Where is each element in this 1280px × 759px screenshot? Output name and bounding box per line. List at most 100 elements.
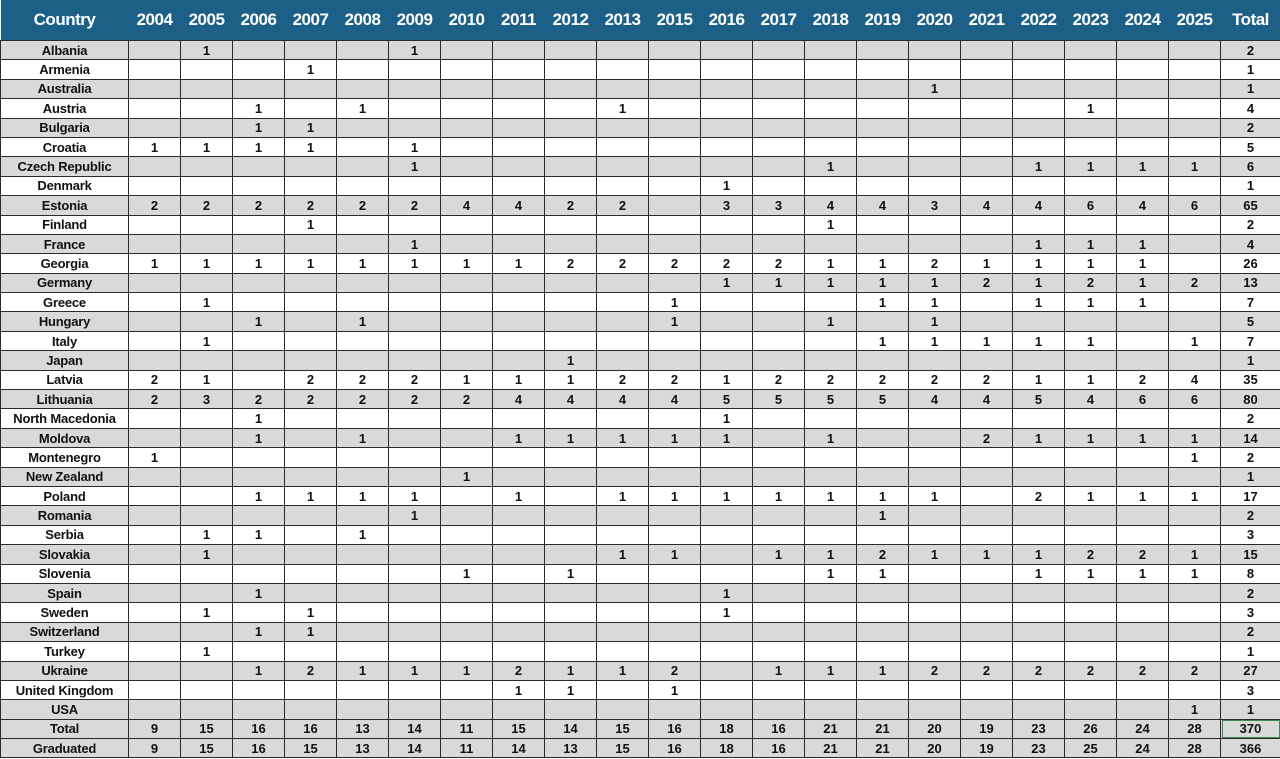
value-cell[interactable]: [908, 427, 961, 449]
value-cell[interactable]: 1: [804, 214, 857, 235]
value-cell[interactable]: [960, 466, 1013, 487]
value-cell[interactable]: 1: [544, 350, 597, 371]
value-cell[interactable]: [544, 485, 597, 507]
value-cell[interactable]: [232, 699, 285, 720]
value-cell[interactable]: [440, 621, 493, 643]
value-cell[interactable]: 5: [856, 389, 909, 410]
value-cell[interactable]: [180, 660, 233, 681]
value-cell[interactable]: [1168, 253, 1221, 274]
row-total-cell[interactable]: 4: [1220, 98, 1280, 119]
value-cell[interactable]: [596, 466, 649, 487]
value-cell[interactable]: [284, 641, 337, 662]
value-cell[interactable]: [128, 524, 181, 546]
value-cell[interactable]: [128, 485, 181, 507]
value-cell[interactable]: [752, 292, 805, 313]
value-cell[interactable]: [336, 544, 389, 565]
value-cell[interactable]: [1064, 350, 1117, 371]
value-cell[interactable]: [544, 117, 597, 138]
value-cell[interactable]: [128, 214, 181, 235]
value-cell[interactable]: 1: [336, 98, 389, 119]
value-cell[interactable]: [336, 59, 389, 80]
value-cell[interactable]: 1: [1064, 156, 1117, 177]
value-cell[interactable]: [1012, 175, 1065, 197]
value-cell[interactable]: [1116, 641, 1169, 662]
value-cell[interactable]: 11: [440, 738, 493, 759]
value-cell[interactable]: [1012, 466, 1065, 487]
value-cell[interactable]: [180, 233, 233, 255]
value-cell[interactable]: [856, 78, 909, 100]
row-total-cell[interactable]: 1: [1220, 175, 1280, 197]
value-cell[interactable]: [1116, 447, 1169, 468]
value-cell[interactable]: 1: [336, 311, 389, 332]
value-cell[interactable]: [128, 621, 181, 643]
row-total-cell[interactable]: 1: [1220, 78, 1280, 100]
value-cell[interactable]: [128, 660, 181, 681]
value-cell[interactable]: [492, 699, 545, 720]
value-cell[interactable]: 2: [596, 195, 649, 216]
value-cell[interactable]: 2: [336, 195, 389, 216]
value-cell[interactable]: [180, 98, 233, 119]
value-cell[interactable]: [648, 350, 701, 371]
value-cell[interactable]: 4: [544, 389, 597, 410]
value-cell[interactable]: [1168, 175, 1221, 197]
value-cell[interactable]: [440, 39, 493, 61]
value-cell[interactable]: [128, 59, 181, 80]
value-cell[interactable]: 1: [180, 641, 233, 662]
value-cell[interactable]: [128, 427, 181, 449]
value-cell[interactable]: 1: [752, 272, 805, 294]
row-total-cell[interactable]: 2: [1220, 505, 1280, 526]
column-header-year[interactable]: 2005: [180, 0, 233, 41]
value-cell[interactable]: [1116, 59, 1169, 80]
value-cell[interactable]: [128, 699, 181, 720]
value-cell[interactable]: [284, 311, 337, 332]
value-cell[interactable]: [1012, 524, 1065, 546]
value-cell[interactable]: 14: [492, 738, 545, 759]
value-cell[interactable]: [128, 582, 181, 604]
value-cell[interactable]: [700, 621, 753, 643]
column-header-year[interactable]: 2021: [960, 0, 1013, 41]
value-cell[interactable]: 1: [700, 175, 753, 197]
value-cell[interactable]: [596, 699, 649, 720]
value-cell[interactable]: [336, 233, 389, 255]
value-cell[interactable]: 1: [856, 253, 909, 274]
value-cell[interactable]: 1: [596, 427, 649, 449]
value-cell[interactable]: 1: [440, 660, 493, 681]
value-cell[interactable]: [908, 117, 961, 138]
value-cell[interactable]: [336, 679, 389, 701]
column-header-year[interactable]: 2015: [648, 0, 701, 41]
value-cell[interactable]: 1: [388, 136, 441, 158]
value-cell[interactable]: [596, 59, 649, 80]
value-cell[interactable]: [804, 330, 857, 352]
value-cell[interactable]: [752, 447, 805, 468]
value-cell[interactable]: [440, 98, 493, 119]
value-cell[interactable]: [128, 330, 181, 352]
value-cell[interactable]: [284, 524, 337, 546]
value-cell[interactable]: [440, 699, 493, 720]
value-cell[interactable]: 1: [492, 369, 545, 391]
value-cell[interactable]: 2: [700, 253, 753, 274]
value-cell[interactable]: [960, 563, 1013, 584]
value-cell[interactable]: [544, 641, 597, 662]
value-cell[interactable]: [1168, 641, 1221, 662]
value-cell[interactable]: [284, 582, 337, 604]
value-cell[interactable]: 16: [648, 718, 701, 740]
value-cell[interactable]: 5: [1012, 389, 1065, 410]
value-cell[interactable]: [804, 408, 857, 429]
value-cell[interactable]: [232, 214, 285, 235]
value-cell[interactable]: 1: [804, 156, 857, 177]
value-cell[interactable]: [752, 427, 805, 449]
value-cell[interactable]: [700, 330, 753, 352]
value-cell[interactable]: 1: [648, 544, 701, 565]
value-cell[interactable]: [700, 311, 753, 332]
value-cell[interactable]: [336, 563, 389, 584]
value-cell[interactable]: [648, 408, 701, 429]
value-cell[interactable]: [908, 641, 961, 662]
value-cell[interactable]: 28: [1168, 718, 1221, 740]
value-cell[interactable]: 1: [1116, 233, 1169, 255]
value-cell[interactable]: [648, 136, 701, 158]
value-cell[interactable]: [388, 59, 441, 80]
value-cell[interactable]: [492, 78, 545, 100]
value-cell[interactable]: [1064, 602, 1117, 623]
value-cell[interactable]: [856, 136, 909, 158]
value-cell[interactable]: [804, 350, 857, 371]
